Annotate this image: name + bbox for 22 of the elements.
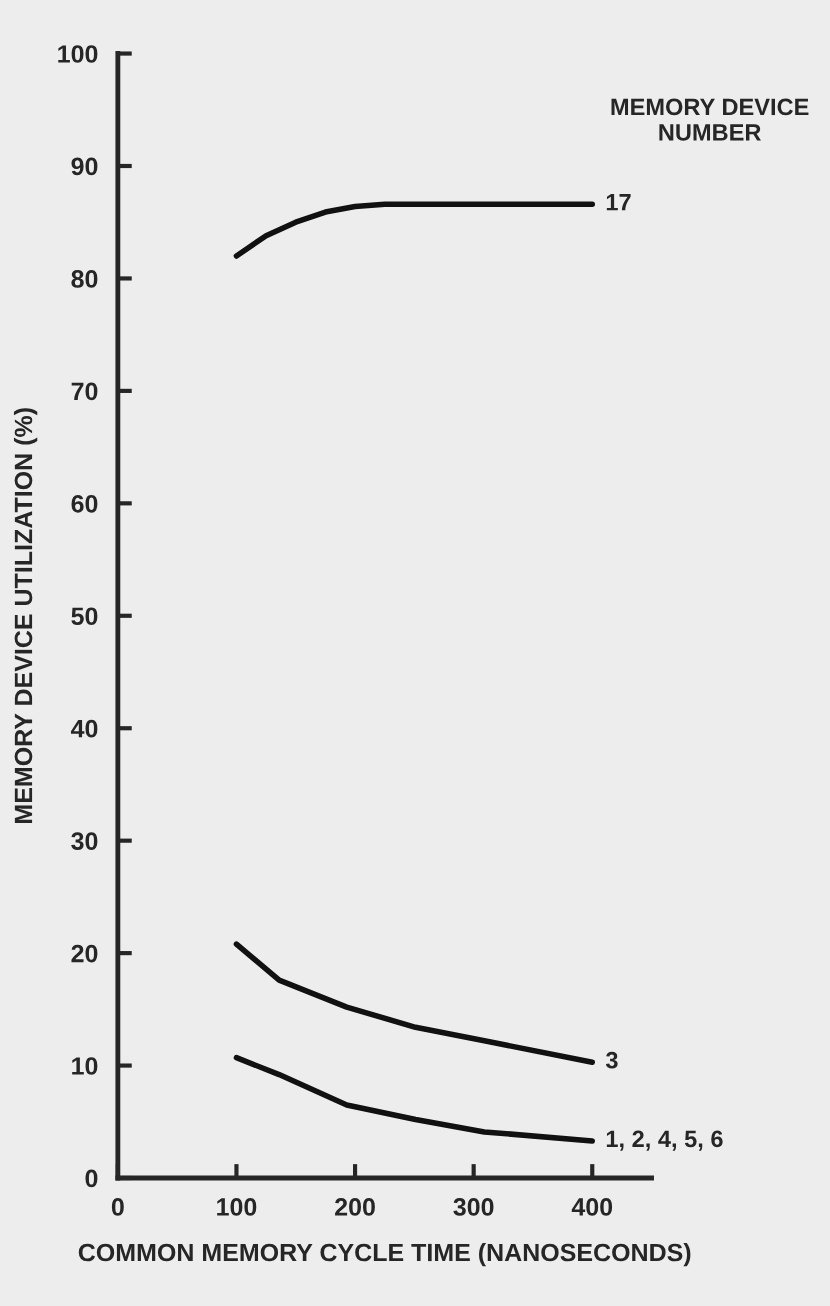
x-tick-label: 200 xyxy=(335,1198,375,1216)
x-axis-title: COMMON MEMORY CYCLE TIME (NANOSECONDS) xyxy=(78,1242,691,1267)
x-tick-label: 100 xyxy=(217,1198,257,1216)
y-tick-label: 30 xyxy=(71,832,98,851)
y-tick-label: 60 xyxy=(71,494,98,513)
series-label: 1, 2, 4, 5, 6 xyxy=(606,1130,723,1151)
series-label: 3 xyxy=(605,1051,618,1069)
x-tick-label: 0 xyxy=(111,1198,124,1216)
x-tick-label: 400 xyxy=(571,1198,613,1216)
y-tick-label: 10 xyxy=(72,1057,98,1075)
y-tick-label: 70 xyxy=(71,382,98,401)
y-tick-label: 50 xyxy=(71,607,98,626)
legend-title: MEMORY DEVICE NUMBER xyxy=(611,98,809,141)
y-tick-label: 20 xyxy=(71,944,98,963)
y-tick-label: 100 xyxy=(58,45,98,63)
x-tick-label: 300 xyxy=(453,1198,494,1216)
y-axis-title: MEMORY DEVICE UTILIZATION (%) xyxy=(13,408,38,823)
y-tick-label: 90 xyxy=(71,157,98,176)
y-tick-label: 80 xyxy=(71,270,98,288)
y-tick-label: 40 xyxy=(70,719,98,738)
y-tick-label: 0 xyxy=(85,1169,98,1188)
series-label: 17 xyxy=(606,194,631,211)
